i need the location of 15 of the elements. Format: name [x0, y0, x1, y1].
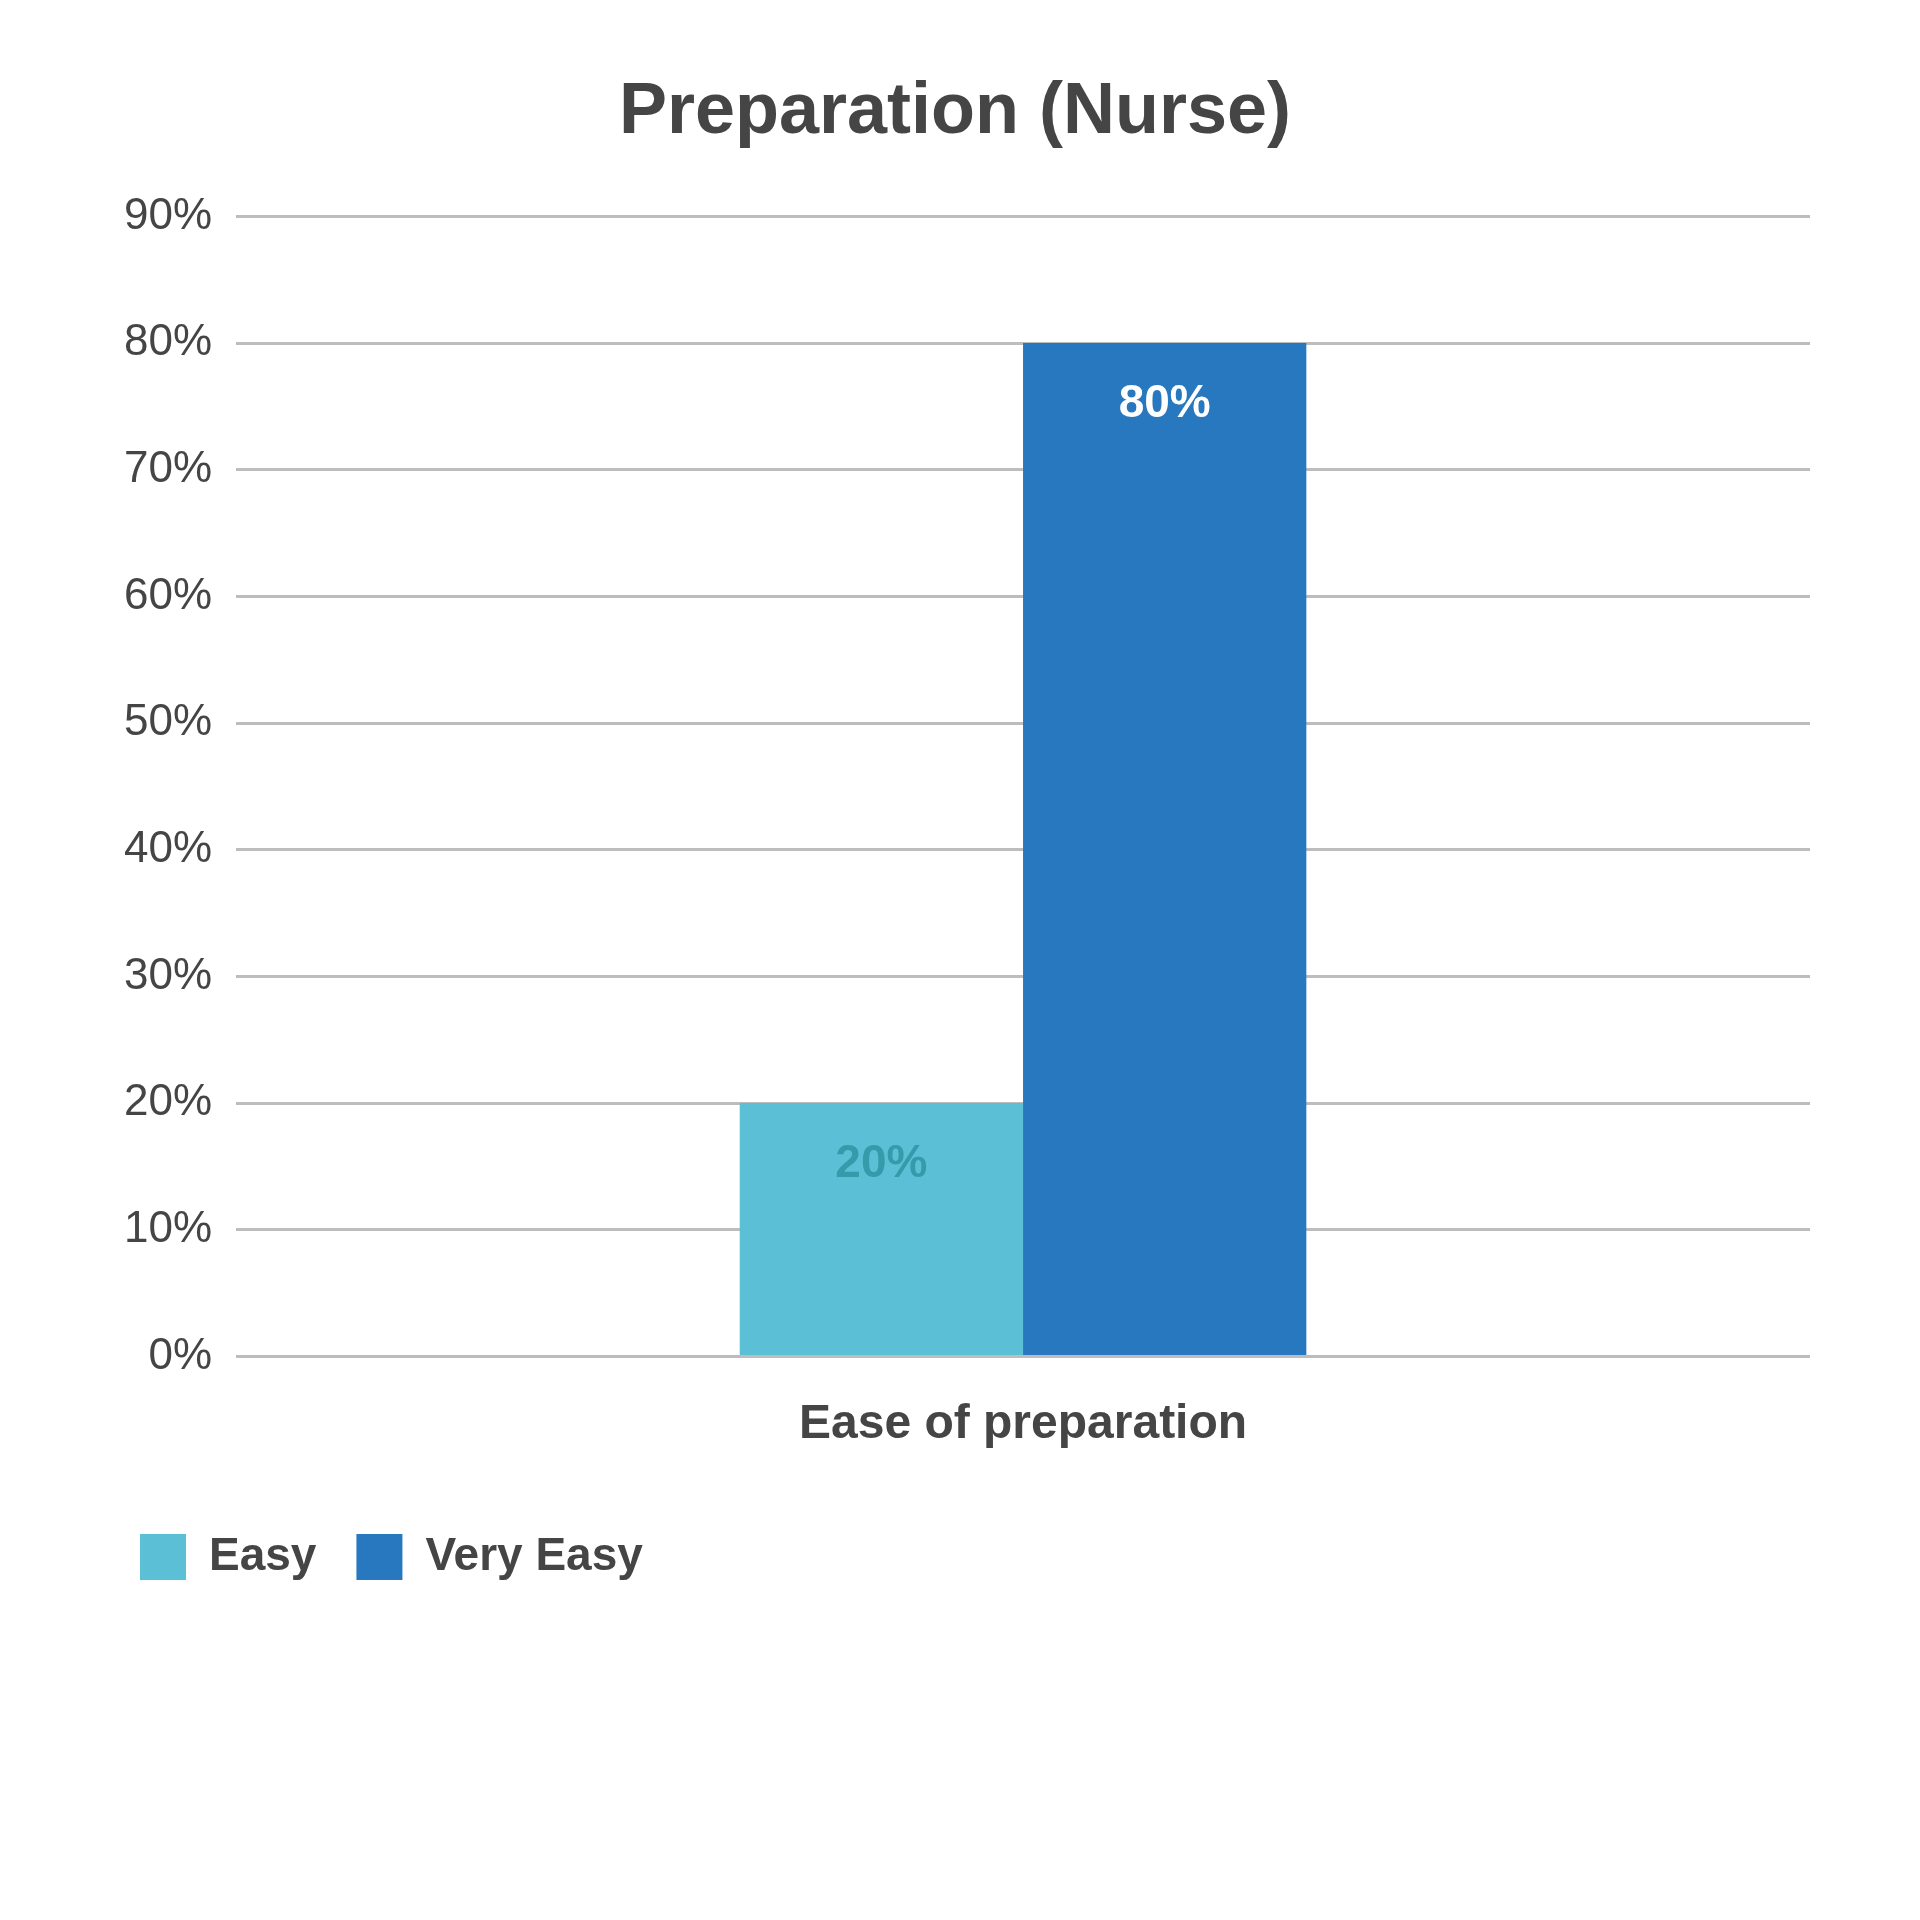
legend-label: Easy: [209, 1527, 317, 1580]
chart-title: Preparation (Nurse): [618, 68, 1292, 149]
y-tick-label: 20%: [123, 1075, 213, 1125]
y-tick-label: 90%: [123, 188, 213, 238]
legend-label: Very Easy: [425, 1527, 644, 1580]
x-tick-label: Ease of preparation: [798, 1395, 1248, 1449]
y-tick-label: 80%: [123, 315, 213, 365]
y-tick-label: 70%: [123, 441, 213, 491]
y-tick-label: 30%: [123, 948, 213, 998]
y-tick-label: 10%: [123, 1201, 213, 1251]
y-tick-label: 0%: [148, 1328, 213, 1378]
y-tick-label: 40%: [123, 821, 213, 871]
data-label: 80%: [1118, 374, 1211, 427]
y-tick-label: 60%: [123, 568, 213, 618]
y-tick-label: 50%: [123, 695, 213, 745]
